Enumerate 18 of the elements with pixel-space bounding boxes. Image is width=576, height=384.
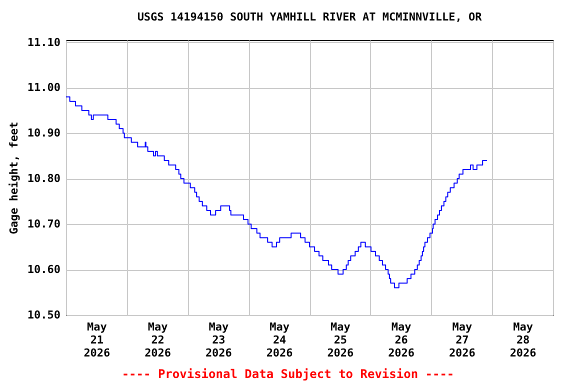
x-tick-label: May 21 2026	[84, 320, 111, 360]
y-tick-label: 10.80	[27, 172, 60, 186]
text: ---- Provisional Data Subject to Revision ----	[120, 367, 456, 381]
y-tick-label: 11.00	[27, 81, 60, 94]
x-tick-label: May 26 2026	[388, 320, 415, 360]
x-tick-label: May 25 2026	[327, 320, 354, 360]
y-tick-label: 10.60	[27, 263, 60, 276]
y-tick-label: 10.50	[27, 308, 60, 322]
x-tick-label: May 28 2026	[510, 320, 537, 360]
x-tick-label: May 23 2026	[205, 320, 232, 360]
y-axis-title: Gage height, feet	[7, 122, 20, 234]
y-tick-label: 10.70	[27, 218, 60, 231]
x-tick-label: May 22 2026	[144, 320, 172, 360]
y-tick-label: 11.10	[27, 36, 60, 49]
x-tick-label: May 27 2026	[448, 320, 476, 360]
chart-title: USGS 14194150 SOUTH YAMHILL RIVER AT MCMINNVILLE, OR	[137, 10, 482, 24]
x-tick-label: May 24 2026	[266, 320, 294, 360]
y-tick-label: 10.90	[27, 126, 60, 140]
